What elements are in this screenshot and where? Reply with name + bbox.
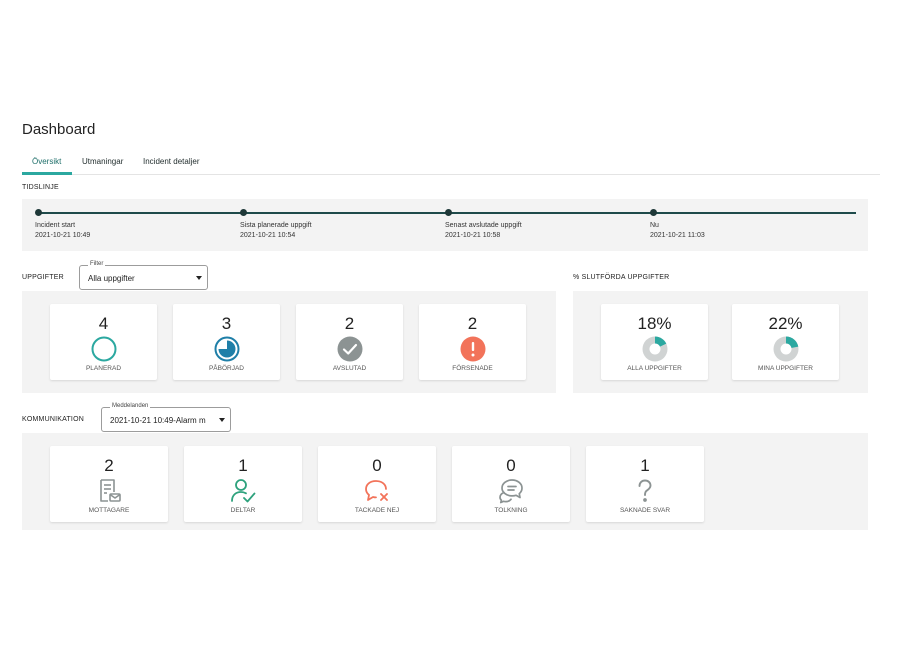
chat-bubbles-icon [498, 478, 524, 504]
timeline-point-label: Incident start [35, 222, 76, 229]
active-tab-indicator [22, 172, 72, 175]
tasks-heading: UPPGIFTER [22, 274, 64, 281]
communication-heading: KOMMUNIKATION [22, 416, 84, 423]
comm-count: 0 [372, 456, 382, 475]
select-value: 2021-10-21 10:49-Alarm m [110, 416, 206, 425]
comm-card-tolkning[interactable]: 0 TOLKNING [452, 446, 570, 522]
tab-bar: Översikt Utmaningar Incident detaljer [22, 150, 880, 175]
task-filter-select[interactable]: Filter Alla uppgifter [79, 261, 208, 290]
timeline-point-time: 2021-10-21 10:54 [240, 232, 296, 239]
task-label: PÅBÖRJAD [208, 365, 245, 372]
completion-label: ALLA UPPGIFTER [627, 365, 682, 372]
donut-chart-icon [773, 336, 799, 362]
comm-count: 1 [238, 456, 248, 475]
completion-card-alla[interactable]: 18% ALLA UPPGIFTER [601, 304, 708, 380]
timeline-point-time: 2021-10-21 10:49 [35, 232, 91, 239]
completion-value: 22% [768, 314, 803, 333]
comm-card-deltar[interactable]: 1 DELTAR [184, 446, 302, 522]
completion-heading: % SLUTFÖRDA UPPGIFTER [573, 274, 670, 281]
document-mail-icon [96, 478, 122, 504]
timeline-dot [650, 209, 657, 216]
select-legend: Meddelanden [110, 403, 151, 409]
question-mark-icon [632, 478, 658, 504]
comm-label: SAKNADE SVAR [619, 507, 671, 514]
filter-value: Alla uppgifter [88, 274, 135, 283]
progress-wedge [218, 340, 235, 358]
timeline-dot [240, 209, 247, 216]
chevron-down-icon [219, 418, 225, 422]
timeline-heading: TIDSLINJE [22, 184, 59, 191]
task-card-forsenade[interactable]: 2 FÖRSENADE [419, 304, 526, 380]
completion-card-mina[interactable]: 22% MINA UPPGIFTER [732, 304, 839, 380]
timeline-point-label: Senast avslutade uppgift [445, 222, 522, 229]
comm-count: 1 [640, 456, 650, 475]
person-check-icon [230, 478, 256, 504]
empty-circle-icon [91, 336, 117, 362]
comm-card-saknade-svar[interactable]: 1 SAKNADE SVAR [586, 446, 704, 522]
comm-card-mottagare[interactable]: 2 MOTTAGARE [50, 446, 168, 522]
tab-utmaningar[interactable]: Utmaningar [82, 157, 124, 166]
task-card-planerad[interactable]: 4 PLANERAD [50, 304, 157, 380]
tab-oversikt[interactable]: Översikt [32, 157, 62, 166]
task-count: 3 [221, 314, 232, 333]
donut-chart-icon [642, 336, 668, 362]
chevron-down-icon [196, 276, 202, 280]
check-circle-icon [337, 336, 363, 362]
timeline-point-label: Sista planerade uppgift [240, 222, 312, 229]
timeline-panel: Incident start 2021-10-21 10:49 Sista pl… [22, 199, 868, 251]
task-count: 2 [344, 314, 355, 333]
comm-label: TOLKNING [494, 507, 528, 514]
timeline-point-label: Nu [650, 222, 659, 229]
tab-incident-detaljer[interactable]: Incident detaljer [143, 157, 200, 166]
task-count: 4 [98, 314, 109, 333]
filter-legend: Filter [88, 261, 106, 267]
timeline-dot [445, 209, 452, 216]
timeline-point-time: 2021-10-21 10:58 [445, 232, 501, 239]
comm-count: 2 [104, 456, 114, 475]
completion-panel: 18% ALLA UPPGIFTER 22% MINA UPPGIFTER [573, 291, 868, 393]
page-title: Dashboard [22, 121, 96, 138]
task-count: 2 [467, 314, 478, 333]
exclamation-circle-icon [460, 336, 486, 362]
comm-count: 0 [506, 456, 516, 475]
task-card-paborjad[interactable]: 3 PÅBÖRJAD [173, 304, 280, 380]
task-label: AVSLUTAD [332, 365, 367, 372]
chat-declined-icon [364, 478, 390, 504]
completion-value: 18% [637, 314, 672, 333]
communication-panel: 2 MOTTAGARE 1 DELTAR 0 [22, 433, 868, 530]
message-select[interactable]: Meddelanden 2021-10-21 10:49-Alarm m [101, 403, 231, 432]
task-label: FÖRSENADE [452, 365, 493, 372]
progress-circle-icon [214, 336, 240, 362]
comm-label: DELTAR [230, 507, 256, 514]
comm-label: TACKADE NEJ [354, 507, 400, 514]
timeline-dot [35, 209, 42, 216]
completion-label: MINA UPPGIFTER [758, 365, 813, 372]
task-card-avslutad[interactable]: 2 AVSLUTAD [296, 304, 403, 380]
task-label: PLANERAD [85, 365, 122, 372]
comm-label: MOTTAGARE [88, 507, 130, 514]
comm-card-tackade-nej[interactable]: 0 TACKADE NEJ [318, 446, 436, 522]
timeline-point-time: 2021-10-21 11:03 [650, 232, 705, 239]
tasks-panel: 4 PLANERAD 3 PÅBÖRJAD 2 AVSLUTAD 2 [22, 291, 556, 393]
